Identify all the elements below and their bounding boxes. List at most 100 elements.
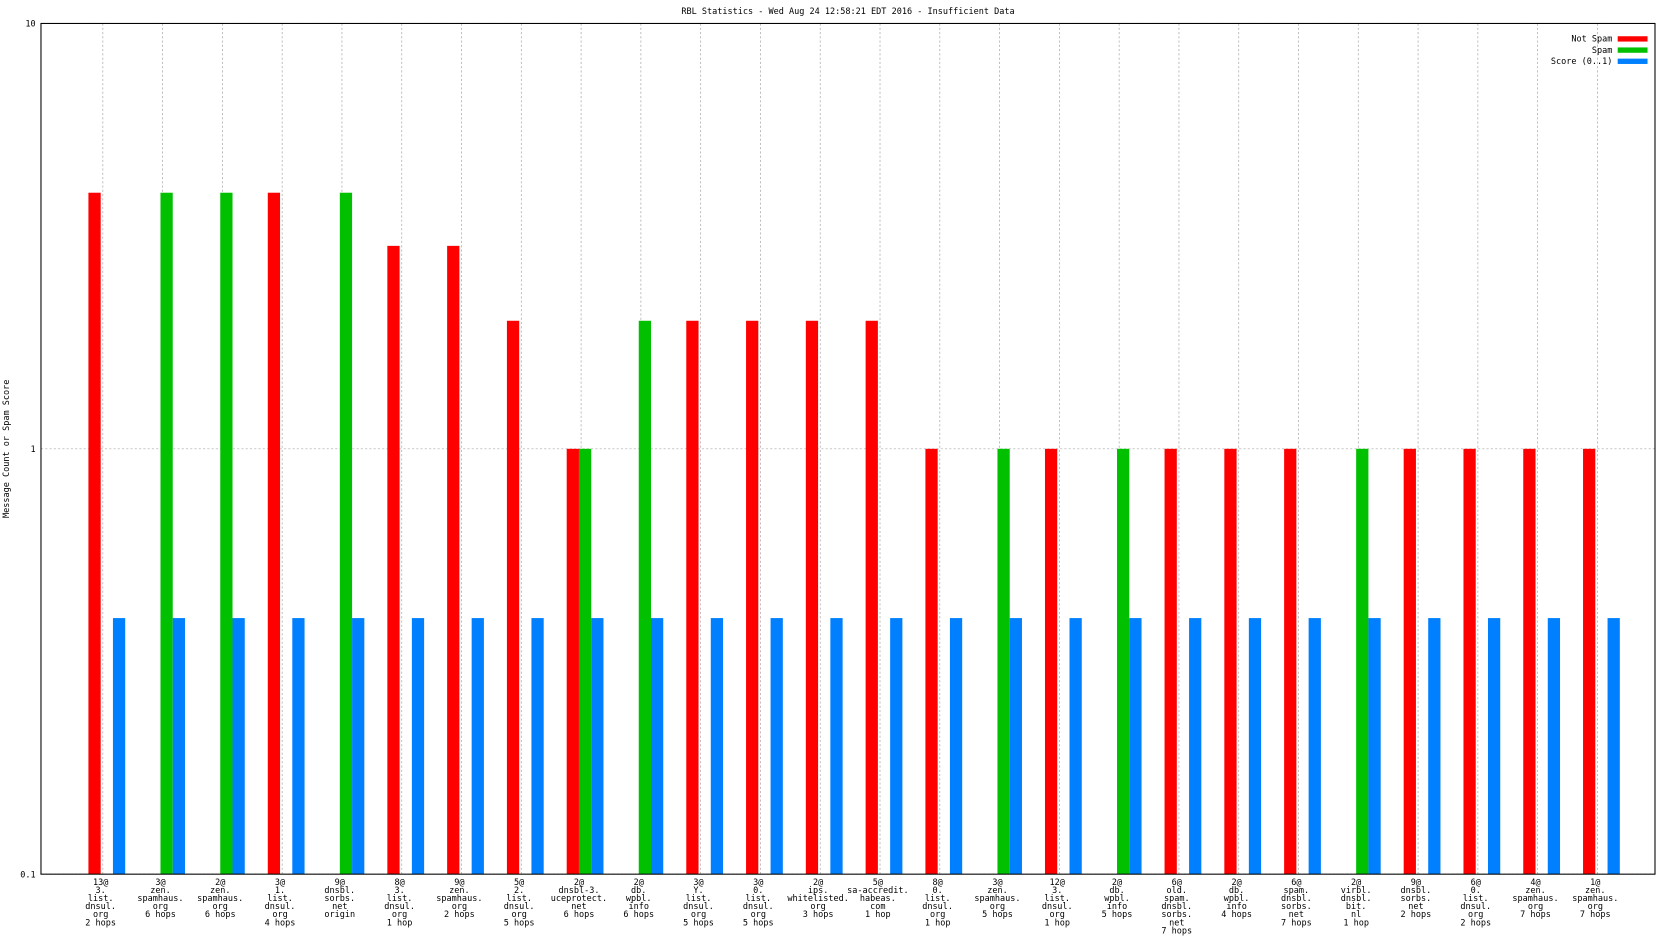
x-tick-label: 2 hops <box>444 910 475 920</box>
bar <box>770 618 783 875</box>
x-tick-label: wpbl. <box>626 894 652 904</box>
x-tick-label: zen. <box>150 886 171 896</box>
bar <box>1547 618 1561 875</box>
x-tick-label: 6@ <box>1172 878 1182 888</box>
x-tick-label: 2 hops <box>1460 918 1491 928</box>
bar <box>352 618 365 875</box>
x-tick-label: 3@ <box>992 878 1002 888</box>
x-tick-label: origin <box>324 910 355 920</box>
x-tick-label: zen. <box>210 886 231 896</box>
x-tick-label: net <box>1169 918 1184 928</box>
x-tick-label: 0. <box>753 886 763 896</box>
bar <box>1463 448 1476 875</box>
x-tick-label: spamhaus. <box>197 894 243 904</box>
bar <box>160 192 173 875</box>
x-tick-label: net <box>1408 902 1423 912</box>
x-tick-label: 5 hops <box>1102 910 1133 920</box>
x-tick-label: dnsul. <box>743 902 774 912</box>
bar <box>292 618 305 875</box>
x-tick-label: org <box>213 902 228 912</box>
x-tick-label: net <box>1289 910 1304 920</box>
chart-title: RBL Statistics - Wed Aug 24 12:58:21 EDT… <box>681 7 1014 17</box>
x-tick-label: 0. <box>1471 886 1481 896</box>
x-tick-label: 4 hops <box>1221 910 1252 920</box>
x-tick-label: list. <box>267 894 293 904</box>
x-tick-label: 5 hops <box>982 910 1013 920</box>
x-tick-label: info <box>1226 902 1247 912</box>
x-tick-label: dnsul. <box>384 902 415 912</box>
x-tick-label: dnsul. <box>1460 902 1491 912</box>
y-tick-label: 1 <box>31 445 36 455</box>
bar <box>506 320 520 875</box>
bar <box>1368 618 1381 875</box>
x-tick-label: 5 hops <box>743 918 774 928</box>
x-tick-label: nl <box>1351 910 1361 920</box>
legend-label: Spam <box>1592 46 1613 56</box>
bar <box>1164 448 1177 875</box>
x-tick-label: 2@ <box>1231 878 1241 888</box>
bar <box>1248 618 1262 875</box>
x-tick-label: 7 hops <box>1161 926 1192 936</box>
bar <box>805 320 819 875</box>
x-tick-label: dnsbl. <box>1341 894 1372 904</box>
x-tick-label: 4@ <box>1530 878 1540 888</box>
bar <box>1009 618 1022 875</box>
x-tick-label: 8@ <box>933 878 943 888</box>
x-tick-label: spamhaus. <box>1572 894 1618 904</box>
bar <box>232 618 245 875</box>
x-tick-label: list. <box>686 894 712 904</box>
bar <box>686 320 699 875</box>
x-tick-label: 2@ <box>634 878 644 888</box>
bar <box>1044 448 1058 875</box>
x-tick-label: 5 hops <box>504 918 535 928</box>
bar <box>471 618 484 875</box>
x-tick-label: zen. <box>449 886 470 896</box>
x-tick-label: sorbs. <box>324 894 355 904</box>
bar <box>1403 448 1416 875</box>
x-tick-label: 1 hop <box>925 918 951 928</box>
x-tick-label: list. <box>745 894 771 904</box>
x-tick-label: list. <box>1044 894 1070 904</box>
x-tick-label: dnsbl-3. <box>558 886 599 896</box>
x-tick-label: dnsbl. <box>1401 886 1432 896</box>
x-tick-label: org <box>93 910 108 920</box>
x-tick-label: 3. <box>96 886 106 896</box>
x-tick-label: com <box>870 902 885 912</box>
bar <box>1284 448 1297 875</box>
x-tick-label: 2@ <box>574 878 584 888</box>
x-tick-label: 8@ <box>394 878 404 888</box>
x-tick-label: org <box>452 902 467 912</box>
x-tick-label: 9@ <box>335 878 345 888</box>
bar <box>710 618 724 875</box>
legend-swatch <box>1617 36 1648 42</box>
x-tick-label: 0. <box>933 886 943 896</box>
x-tick-label: dnsul. <box>85 902 116 912</box>
x-tick-label: org <box>1588 902 1603 912</box>
x-tick-label: list. <box>88 894 114 904</box>
x-tick-label: list. <box>387 894 413 904</box>
x-tick-label: info <box>628 902 649 912</box>
x-tick-label: 2@ <box>1112 878 1122 888</box>
x-tick-label: org <box>1468 910 1483 920</box>
x-tick-label: wpbl. <box>1224 894 1250 904</box>
x-tick-label: 7 hops <box>1281 918 1312 928</box>
x-tick-label: db. <box>631 886 646 896</box>
y-tick-label: 0.1 <box>20 870 35 880</box>
x-tick-label: 1 hop <box>865 910 891 920</box>
x-tick-label: zen. <box>1525 886 1546 896</box>
x-tick-label: net <box>332 902 347 912</box>
x-tick-label: 5 hops <box>683 918 714 928</box>
x-tick-label: 3@ <box>155 878 165 888</box>
x-tick-label: 6 hops <box>145 910 176 920</box>
bar <box>1487 618 1501 875</box>
bar <box>1583 448 1596 875</box>
x-tick-label: net <box>571 902 586 912</box>
x-tick-label: org <box>1050 910 1065 920</box>
x-tick-label: spamhaus. <box>974 894 1020 904</box>
bar <box>591 618 604 875</box>
x-tick-label: 7 hops <box>1520 910 1551 920</box>
x-tick-label: db. <box>1109 886 1124 896</box>
x-tick-label: spam. <box>1164 894 1190 904</box>
x-tick-label: 3. <box>394 886 404 896</box>
x-tick-label: Y. <box>693 886 703 896</box>
